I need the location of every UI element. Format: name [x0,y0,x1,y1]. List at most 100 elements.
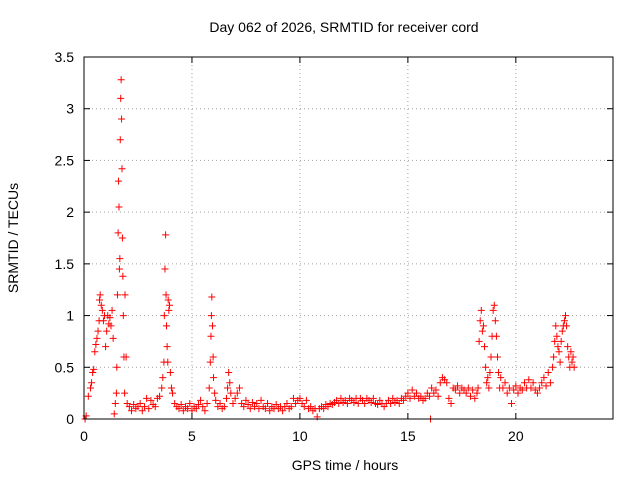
y-tick-label: 2 [66,204,74,220]
data-point [302,396,310,404]
data-point [166,368,174,376]
x-tick-labels: 0 5 10 15 20 [80,428,524,444]
data-point [158,384,166,392]
data-point [490,301,498,309]
data-point [186,399,194,407]
data-point [199,403,207,411]
data-point [231,394,239,402]
x-tick-label: 15 [400,428,416,444]
data-point [514,389,522,397]
y-tick-label: 2.5 [55,152,75,168]
data-point [175,405,183,413]
data-point [544,368,552,376]
data-point [119,272,127,280]
data-point [553,332,561,340]
data-point [512,382,520,390]
y-tick-labels: 0 0.5 1 1.5 2 2.5 3 3.5 [55,49,75,427]
x-axis-label: GPS time / hours [292,457,399,473]
data-point [128,407,136,415]
data-point [177,401,185,409]
data-point [529,379,537,387]
data-point [466,392,474,400]
data-point [389,394,397,402]
data-point [210,374,218,382]
data-point [162,231,170,239]
data-point [300,403,308,411]
data-point [211,389,219,397]
data-point [406,394,414,402]
data-point [136,399,144,407]
data-point [209,353,217,361]
data-point [112,389,120,397]
data-point [387,399,395,407]
data-point [481,343,489,351]
data-point [246,405,254,413]
y-tick-label: 0.5 [55,359,75,375]
data-point [477,306,485,314]
data-point [503,389,511,397]
data-point [208,293,216,301]
data-point [432,386,440,394]
data-point [436,379,444,387]
data-point [475,337,483,345]
data-point [567,348,575,356]
data-point [469,386,477,394]
data-point [216,399,224,407]
data-point [354,399,362,407]
data-point [242,396,250,404]
data-point [554,343,562,351]
data-point [116,136,124,144]
data-point [264,399,272,407]
data-point [454,382,462,390]
data-point [102,343,110,351]
data-point [272,401,280,409]
data-point [163,343,171,351]
data-point [497,374,505,382]
data-point [546,379,554,387]
data-point [203,399,211,407]
data-point [501,379,509,387]
data-point [451,386,459,394]
data-point [413,389,421,397]
data-point [474,384,482,392]
data-point [84,392,92,400]
data-point [549,363,557,371]
data-point [525,376,533,384]
data-point [550,353,558,361]
data-point [520,379,528,387]
data-point [400,396,408,404]
data-point [486,368,494,376]
data-point [99,317,107,325]
data-point [505,384,513,392]
y-tick-label: 3 [66,101,74,117]
data-point [169,389,177,397]
data-point [508,399,516,407]
x-tick-label: 0 [80,428,88,444]
data-point [164,296,172,304]
data-point [279,407,287,415]
data-point [94,327,102,335]
data-point [489,306,497,314]
data-point [118,234,126,242]
data-point [421,394,429,402]
data-point [244,401,252,409]
x-tick-label: 10 [292,428,308,444]
axis-ticks [83,56,613,420]
data-point [491,317,499,325]
data-point [266,407,274,415]
data-point [374,401,382,409]
data-point [261,405,269,413]
x-tick-label: 20 [508,428,524,444]
data-point [337,394,345,402]
data-point [527,384,535,392]
data-point [493,353,501,361]
data-point [90,365,98,373]
data-point [462,389,470,397]
y-axis-label: SRMTID / TECUs [5,183,21,293]
data-point [560,317,568,325]
data-point [226,379,234,387]
data-point [110,410,118,418]
data-points [81,76,578,423]
data-point [556,358,564,366]
